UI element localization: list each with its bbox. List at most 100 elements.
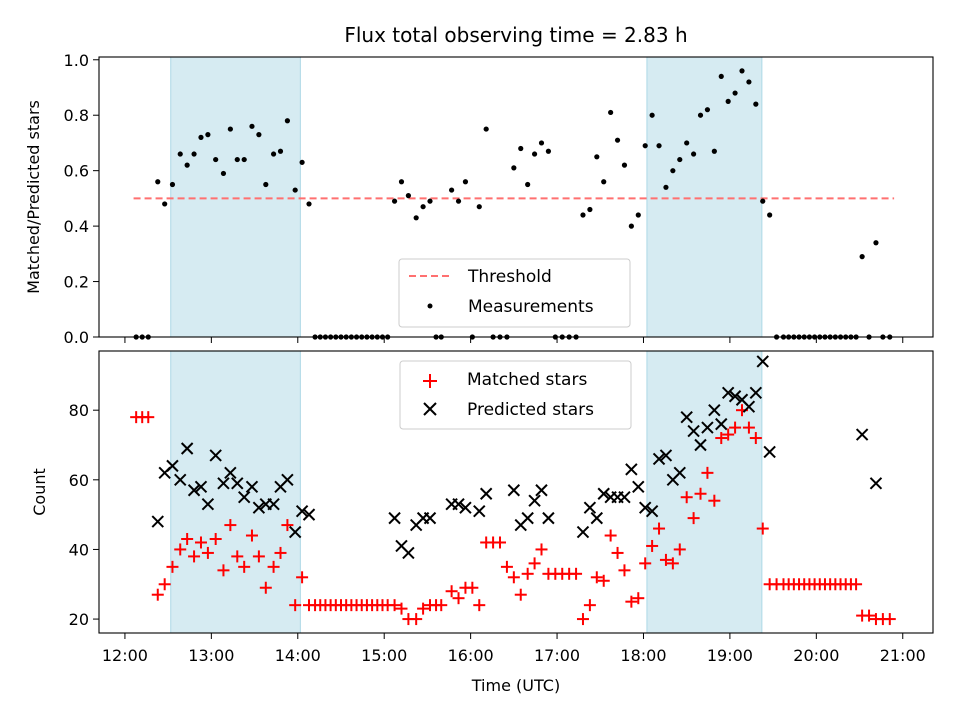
matched-star-point [883, 613, 896, 626]
predicted-star-point [638, 501, 652, 514]
predicted-star-point [201, 497, 215, 511]
bottom-legend: Matched stars Predicted stars [399, 360, 632, 430]
measurement-point [739, 68, 745, 74]
matched-star-point [417, 602, 430, 615]
matched-star-point [521, 567, 534, 580]
measurement-point [732, 90, 738, 96]
measurement-point [587, 206, 593, 213]
measurement-point [753, 101, 759, 107]
measurement-point [628, 223, 634, 229]
measurement-point [277, 148, 284, 154]
matched-star-point [267, 560, 280, 573]
bottom-y-ticks: 20 40 60 80 [69, 401, 99, 629]
matched-star-point [618, 564, 631, 577]
matched-star-point [694, 487, 707, 500]
matched-star-point [722, 428, 735, 441]
measurement-points [133, 68, 893, 340]
matched-star-point [701, 466, 714, 479]
measurement-point [873, 240, 879, 246]
predicted-star-point [701, 421, 714, 434]
measurement-point [398, 179, 405, 185]
measurement-point [299, 159, 305, 165]
matched-star-point [473, 599, 486, 612]
measurement-point [162, 201, 168, 207]
matched-star-point [238, 560, 251, 573]
matched-star-point [756, 522, 769, 535]
predicted-star-point [673, 466, 686, 480]
measurement-point [476, 204, 482, 210]
matched-star-point [597, 574, 610, 587]
measurement-point [725, 98, 731, 104]
measurement-point [270, 151, 277, 157]
matched-star-point [435, 599, 448, 612]
measurement-point [483, 126, 489, 132]
predicted-star-point [715, 417, 728, 431]
shaded-region-1 [646, 350, 763, 634]
matched-star-point [388, 599, 401, 612]
matched-star-point [729, 421, 742, 434]
measurement-point [198, 134, 204, 140]
predicted-star-point [237, 491, 251, 504]
matched-star-point [514, 588, 527, 601]
top-axes-frame [98, 56, 934, 338]
measurement-point [767, 212, 773, 218]
predicted-stars-points [151, 355, 883, 560]
matched-star-point [466, 581, 479, 594]
top-ytick-label: 0.0 [64, 328, 89, 347]
matched-star-point [639, 557, 652, 570]
measurement-point [656, 143, 662, 149]
matched-star-point [188, 550, 201, 563]
predicted-star-point [521, 511, 534, 525]
predicted-star-point [302, 508, 316, 521]
top-ytick-label: 0.4 [64, 217, 89, 236]
predicted-star-point [295, 504, 309, 518]
matched-star-point [611, 546, 624, 559]
matched-star-point [259, 581, 272, 594]
measurement-point [691, 151, 697, 157]
predicted-star-point [597, 487, 610, 500]
bottom-y-axis-label: Count [30, 468, 49, 516]
measurement-point [256, 132, 262, 138]
predicted-star-point [742, 400, 756, 413]
measurement-point [213, 156, 219, 163]
top-ytick-label: 0.2 [64, 273, 89, 292]
measurement-point [635, 212, 641, 218]
predicted-star-point [535, 484, 548, 497]
xtick-label: 21:00 [880, 646, 926, 665]
matched-star-point [528, 557, 541, 570]
measurement-point [608, 109, 614, 116]
measurement-point [427, 198, 433, 204]
predicted-star-point [245, 480, 259, 493]
matched-star-point [673, 543, 686, 556]
measurement-point [718, 73, 724, 80]
predicted-star-point [166, 459, 179, 473]
matched-stars-points [130, 404, 896, 626]
matched-star-point [209, 533, 222, 545]
predicted-star-point [194, 480, 208, 493]
measurement-point [538, 140, 545, 146]
predicted-star-point [231, 477, 244, 490]
matched-star-point [653, 522, 666, 535]
measurement-point [746, 79, 752, 85]
measurement-point [711, 148, 717, 154]
top-ytick-label: 0.6 [64, 162, 89, 181]
predicted-star-point [749, 386, 763, 399]
legend-measurements-swatch [427, 303, 433, 309]
measurement-point [760, 198, 766, 204]
matched-star-point [395, 602, 408, 615]
matched-star-point [646, 539, 659, 552]
matched-star-point [604, 529, 617, 542]
predicted-star-point [728, 390, 742, 403]
matched-star-point [452, 592, 465, 605]
matched-star-point [166, 560, 179, 573]
predicted-star-point [267, 497, 280, 511]
matched-star-point [201, 546, 214, 559]
bottom-x-ticks: 12:00 13:00 14:00 15:00 16:00 17:00 18:00 19:00… [102, 633, 926, 665]
legend-matched-swatch [423, 374, 437, 388]
measurement-point [184, 162, 190, 168]
measurement-point [391, 198, 398, 204]
predicted-star-point [869, 477, 883, 490]
predicted-star-point [756, 355, 769, 368]
